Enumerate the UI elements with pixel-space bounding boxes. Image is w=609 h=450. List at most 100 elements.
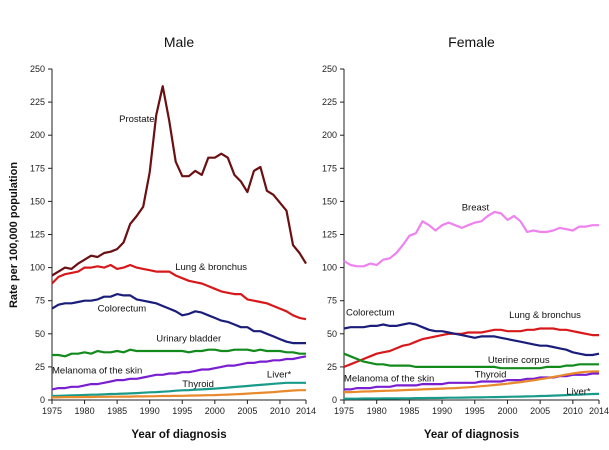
data-point-prostate <box>240 180 242 182</box>
x-tick-label: 1980 <box>367 406 387 416</box>
data-point-colorectum <box>552 346 554 348</box>
data-point-colorectum <box>240 326 242 328</box>
data-point-urinary-bladder <box>272 350 274 352</box>
data-point-urinary-bladder <box>214 349 216 351</box>
data-point-liver <box>526 395 528 397</box>
data-point-prostate <box>57 271 59 273</box>
data-point-breast <box>428 224 430 226</box>
data-point-prostate <box>272 194 274 196</box>
x-tick-label: 2014 <box>296 406 316 416</box>
data-point-lung-bronchus <box>389 350 391 352</box>
data-point-lung-bronchus <box>539 327 541 329</box>
data-point-colorectum <box>493 335 495 337</box>
data-point-liver <box>421 397 423 399</box>
data-point-lung-bronchus <box>519 330 521 332</box>
data-point-melanoma-of-the-skin <box>415 384 417 386</box>
data-point-thyroid <box>201 394 203 396</box>
series-label-urinary-bladder: Urinary bladder <box>156 334 221 345</box>
data-point-melanoma-of-the-skin <box>382 386 384 388</box>
data-point-melanoma-of-the-skin <box>402 384 404 386</box>
data-point-breast <box>598 224 600 226</box>
data-point-thyroid <box>421 388 423 390</box>
data-point-melanoma-of-the-skin <box>272 359 274 361</box>
data-point-liver <box>591 393 593 395</box>
data-point-melanoma-of-the-skin <box>480 380 482 382</box>
data-point-thyroid <box>513 382 515 384</box>
data-point-lung-bronchus <box>565 329 567 331</box>
data-point-lung-bronchus <box>572 330 574 332</box>
data-point-liver <box>434 397 436 399</box>
data-point-lung-bronchus <box>363 358 365 360</box>
data-point-thyroid <box>51 396 53 398</box>
data-point-thyroid <box>129 396 131 398</box>
data-point-colorectum <box>97 298 99 300</box>
data-point-lung-bronchus <box>136 267 138 269</box>
data-point-melanoma-of-the-skin <box>175 372 177 374</box>
data-point-colorectum <box>415 323 417 325</box>
data-point-lung-bronchus <box>402 345 404 347</box>
data-point-liver <box>266 383 268 385</box>
data-point-breast <box>454 224 456 226</box>
data-point-thyroid <box>168 395 170 397</box>
data-point-breast <box>343 260 345 262</box>
data-point-melanoma-of-the-skin <box>123 379 125 381</box>
data-point-liver <box>90 394 92 396</box>
data-point-lung-bronchus <box>97 265 99 267</box>
data-point-urinary-bladder <box>253 350 255 352</box>
data-point-uterine-corpus <box>349 355 351 357</box>
panel-title: Male <box>164 34 195 50</box>
data-point-colorectum <box>480 335 482 337</box>
data-point-liver <box>448 397 450 399</box>
data-point-urinary-bladder <box>90 353 92 355</box>
data-point-thyroid <box>259 392 261 394</box>
data-point-prostate <box>90 255 92 257</box>
data-point-thyroid <box>207 394 209 396</box>
data-point-thyroid <box>487 385 489 387</box>
data-point-thyroid <box>220 394 222 396</box>
data-point-colorectum <box>487 335 489 337</box>
data-point-liver <box>240 385 242 387</box>
data-point-lung-bronchus <box>51 282 53 284</box>
data-point-melanoma-of-the-skin <box>395 384 397 386</box>
data-point-uterine-corpus <box>598 363 600 365</box>
data-point-liver <box>349 398 351 400</box>
data-point-liver <box>279 382 281 384</box>
data-point-lung-bronchus <box>57 276 59 278</box>
data-point-urinary-bladder <box>136 350 138 352</box>
data-point-thyroid <box>136 395 138 397</box>
data-point-melanoma-of-the-skin <box>513 379 515 381</box>
data-point-colorectum <box>559 347 561 349</box>
data-point-thyroid <box>546 377 548 379</box>
x-tick-label: 1985 <box>107 406 127 416</box>
y-tick-label: 150 <box>322 196 337 206</box>
data-point-melanoma-of-the-skin <box>487 380 489 382</box>
data-point-colorectum <box>454 333 456 335</box>
data-point-liver <box>233 386 235 388</box>
data-point-liver <box>487 396 489 398</box>
data-point-liver <box>343 398 345 400</box>
data-point-urinary-bladder <box>181 350 183 352</box>
data-point-colorectum <box>259 330 261 332</box>
data-point-liver <box>123 393 125 395</box>
data-point-urinary-bladder <box>97 350 99 352</box>
data-point-urinary-bladder <box>292 351 294 353</box>
data-point-lung-bronchus <box>382 351 384 353</box>
data-point-melanoma-of-the-skin <box>51 388 53 390</box>
data-point-thyroid <box>441 388 443 390</box>
data-point-lung-bronchus <box>506 330 508 332</box>
data-point-liver <box>533 395 535 397</box>
data-point-liver <box>395 397 397 399</box>
data-point-colorectum <box>227 321 229 323</box>
data-point-melanoma-of-the-skin <box>253 362 255 364</box>
series-label-breast: Breast <box>462 203 490 214</box>
data-point-colorectum <box>123 294 125 296</box>
data-point-prostate <box>64 267 66 269</box>
data-point-melanoma-of-the-skin <box>214 367 216 369</box>
y-axis-label: Rate per 100,000 population <box>8 162 20 308</box>
data-point-urinary-bladder <box>51 354 53 356</box>
data-point-liver <box>168 390 170 392</box>
data-point-colorectum <box>103 296 105 298</box>
data-point-liver <box>253 384 255 386</box>
data-point-breast <box>421 220 423 222</box>
data-point-melanoma-of-the-skin <box>441 383 443 385</box>
